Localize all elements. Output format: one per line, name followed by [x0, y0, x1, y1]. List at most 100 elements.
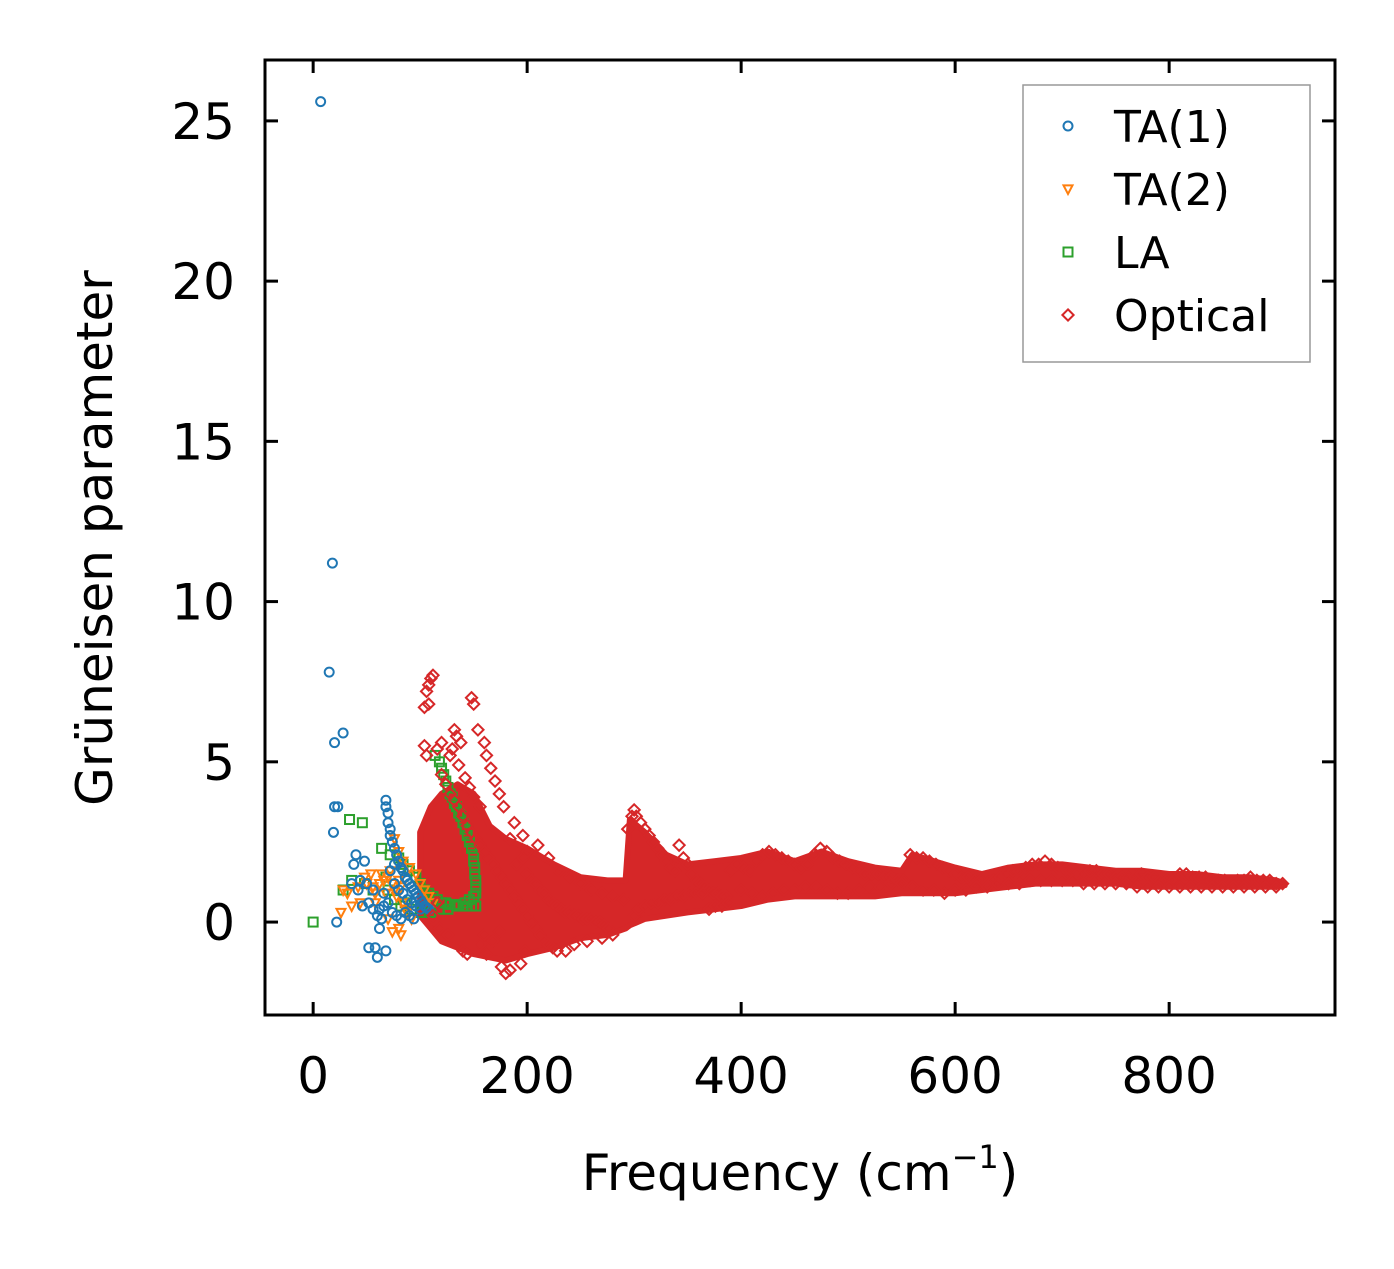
optical-point: [676, 889, 691, 904]
optical-point: [520, 844, 535, 859]
optical-point: [423, 671, 438, 686]
optical-point: [926, 882, 941, 898]
y-tick-label: 5: [203, 734, 235, 792]
optical-point: [1243, 870, 1258, 885]
optical-point: [492, 924, 507, 939]
optical-point: [916, 882, 931, 898]
optical-point: [417, 700, 432, 715]
optical-point: [631, 902, 646, 917]
optical-point: [1119, 876, 1134, 891]
ta-2-point: [413, 879, 427, 891]
optical-point: [558, 943, 573, 958]
optical-point: [1194, 879, 1209, 894]
x-axis-label: Frequency (cm−1): [582, 1138, 1019, 1202]
optical-point: [509, 857, 524, 872]
axis-ticks: 0 200 400 600 800 0 5 10 15 20 25: [171, 60, 1335, 1105]
ta-1-point: [397, 865, 409, 877]
optical-point: [1050, 860, 1065, 875]
ta-1-point: [371, 951, 383, 963]
optical-point: [502, 831, 518, 846]
legend-label-la: LA: [1114, 228, 1170, 279]
optical-point: [1102, 866, 1117, 882]
ta-1-point: [327, 826, 339, 838]
legend-marker-ta-2: [1061, 184, 1075, 197]
ta-1-point: [356, 900, 368, 912]
optical-point: [588, 915, 603, 930]
optical-point: [1076, 876, 1091, 891]
optical-point: [455, 809, 470, 824]
optical-point: [928, 857, 943, 872]
optical-point: [1226, 879, 1241, 894]
optical-point: [558, 905, 573, 920]
optical-point: [485, 934, 500, 949]
ta-1-point: [408, 913, 420, 925]
optical-point: [993, 870, 1008, 885]
optical-point: [980, 876, 995, 891]
optical-point: [1012, 876, 1027, 891]
optical-point: [605, 889, 620, 904]
ta-1-point: [414, 903, 426, 915]
optical-point: [776, 882, 791, 898]
optical-point: [1044, 857, 1059, 872]
x-tick-label: 800: [1121, 1047, 1216, 1105]
ta-1-point: [352, 884, 364, 896]
optical-point: [488, 774, 503, 789]
optical-point: [567, 937, 582, 952]
optical-point: [605, 927, 620, 942]
optical-point: [451, 757, 466, 773]
ta-2-point: [396, 856, 410, 869]
optical-point: [515, 828, 530, 843]
optical-point: [479, 748, 494, 763]
legend-frame: [1022, 84, 1311, 363]
optical-point: [838, 857, 854, 872]
ta-1-point: [326, 557, 338, 569]
optical-point: [440, 927, 456, 942]
optical-point: [451, 799, 466, 814]
optical-point: [916, 850, 931, 866]
ta-1-point: [388, 858, 400, 870]
optical-point: [922, 854, 937, 869]
optical-point: [830, 886, 845, 901]
optical-point: [894, 876, 909, 891]
optical-point: [948, 866, 963, 882]
ta-1-point: [421, 902, 433, 914]
optical-point: [460, 947, 475, 962]
ta-1-point: [363, 942, 375, 954]
optical-point: [1258, 879, 1273, 894]
optical-point: [1147, 870, 1162, 885]
optical-point: [742, 863, 757, 878]
optical-point: [580, 911, 595, 926]
optical-point: [1151, 879, 1166, 894]
optical-point: [935, 860, 950, 875]
optical-point: [584, 882, 599, 898]
optical-point: [477, 735, 492, 750]
optical-point: [766, 886, 781, 901]
optical-point: [851, 882, 866, 898]
optical-point: [498, 966, 513, 981]
x-tick-label: 0: [297, 1047, 329, 1105]
optical-point: [941, 863, 956, 878]
ta-1-point: [382, 817, 394, 829]
optical-point: [530, 838, 545, 853]
optical-point: [736, 860, 751, 875]
y-tick-label: 0: [203, 894, 235, 952]
optical-point: [425, 668, 441, 683]
optical-point: [1012, 863, 1027, 878]
optical-point: [419, 748, 434, 763]
optical-point: [567, 908, 582, 923]
optical-point: [851, 863, 866, 878]
optical-point: [819, 882, 834, 898]
optical-point: [479, 947, 494, 962]
optical-point: [1217, 873, 1232, 888]
optical-point: [496, 799, 511, 814]
optical-point: [492, 786, 507, 801]
optical-point: [845, 860, 860, 875]
la-point: [466, 842, 478, 854]
optical-point: [447, 722, 462, 737]
ta-2-point: [366, 882, 380, 894]
optical-point: [517, 943, 533, 958]
optical-point: [513, 956, 528, 971]
optical-point: [445, 741, 460, 757]
optical-point: [714, 889, 729, 904]
optical-point: [458, 770, 473, 785]
